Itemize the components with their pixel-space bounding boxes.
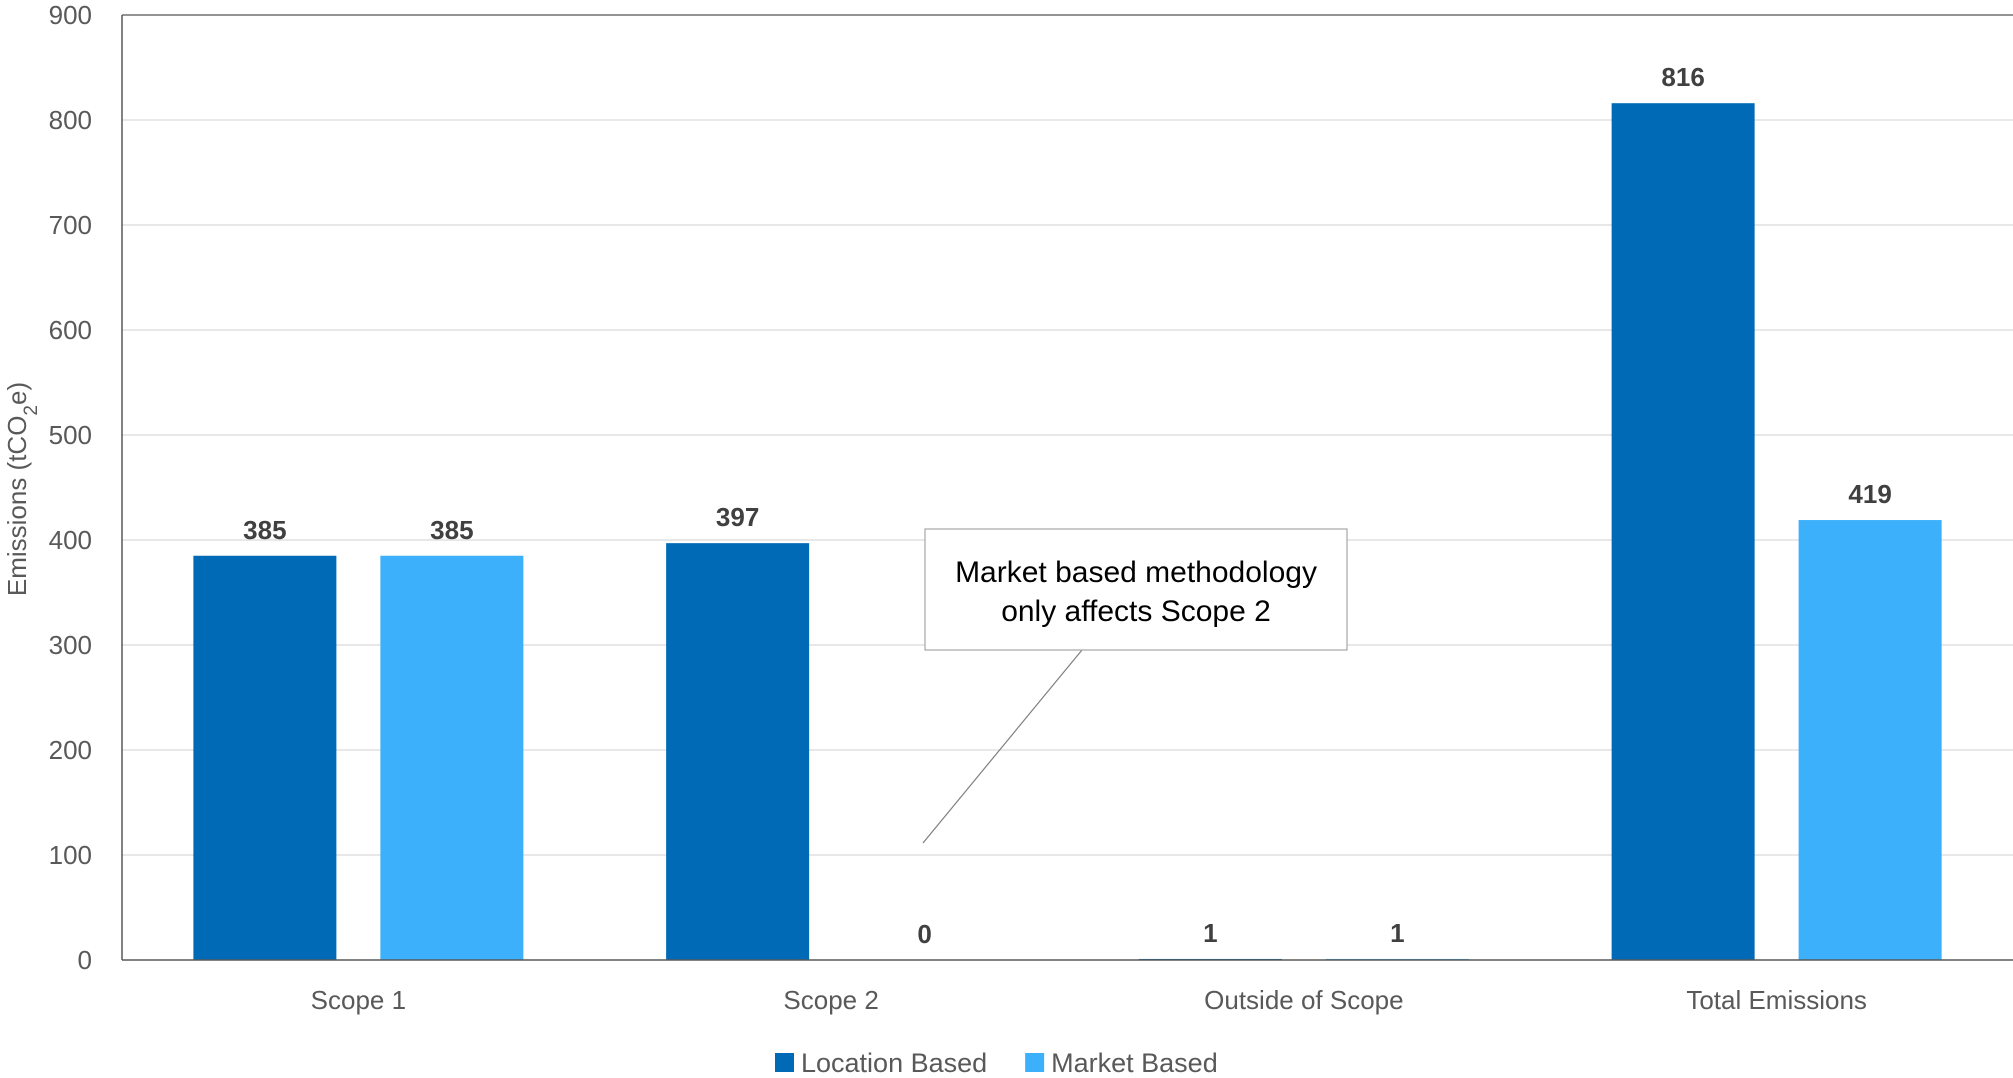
legend: Location Based Market Based	[775, 1048, 1218, 1078]
data-labels: 385 385 397 0 1 1 816 419	[243, 62, 1892, 949]
y-tick-label: 800	[49, 105, 92, 135]
x-tick-label: Scope 1	[311, 985, 406, 1015]
legend-label: Market Based	[1051, 1048, 1218, 1078]
data-label: 0	[917, 919, 931, 949]
y-tick-label: 700	[49, 210, 92, 240]
x-tick-labels: Scope 1 Scope 2 Outside of Scope Total Emis…	[311, 985, 1867, 1015]
y-tick-label: 400	[49, 525, 92, 555]
axes	[121, 14, 2013, 961]
bar	[1798, 520, 1942, 960]
y-tick-label: 500	[49, 420, 92, 450]
data-label: 385	[243, 515, 286, 545]
callout-box	[924, 528, 1348, 651]
data-label: 385	[430, 515, 473, 545]
x-tick-label: Total Emissions	[1686, 985, 1867, 1015]
y-tick-label: 900	[49, 0, 92, 30]
x-tick-label: Outside of Scope	[1204, 985, 1403, 1015]
callout-leader-line	[922, 649, 1083, 844]
y-tick-label: 100	[49, 840, 92, 870]
y-axis-label-subscript: 2	[21, 405, 42, 416]
y-tick-labels: 0 100 200 300 400 500 600 700 800 900	[49, 0, 92, 975]
bar	[666, 543, 810, 960]
callout: Market based methodology only affects Sc…	[922, 528, 1348, 844]
data-label: 419	[1848, 479, 1891, 509]
y-tick-label: 600	[49, 315, 92, 345]
legend-label: Location Based	[801, 1048, 987, 1078]
legend-swatch	[1025, 1053, 1045, 1072]
legend-swatch	[775, 1053, 794, 1072]
data-label: 816	[1661, 62, 1704, 92]
data-label: 397	[716, 502, 759, 532]
bar	[1611, 103, 1755, 960]
bar	[380, 555, 524, 960]
y-tick-label: 300	[49, 630, 92, 660]
data-label: 1	[1203, 918, 1217, 948]
y-axis-label: Emissions (tCO2e)	[2, 382, 42, 596]
data-label: 1	[1390, 918, 1404, 948]
y-tick-label: 200	[49, 735, 92, 765]
bars	[193, 103, 1942, 960]
y-tick-label: 0	[78, 945, 92, 975]
callout-line-2: only affects Scope 2	[1001, 595, 1271, 628]
callout-line-1: Market based methodology	[955, 556, 1317, 589]
x-tick-label: Scope 2	[783, 985, 878, 1015]
bar	[193, 555, 337, 960]
